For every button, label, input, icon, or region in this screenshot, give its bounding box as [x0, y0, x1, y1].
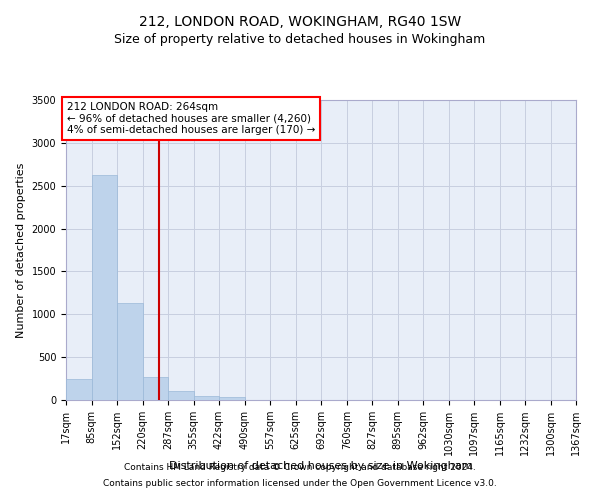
- Y-axis label: Number of detached properties: Number of detached properties: [16, 162, 26, 338]
- Bar: [219, 398, 245, 400]
- X-axis label: Distribution of detached houses by size in Wokingham: Distribution of detached houses by size …: [169, 461, 473, 471]
- Bar: [143, 377, 169, 400]
- Text: 212 LONDON ROAD: 264sqm
← 96% of detached houses are smaller (4,260)
4% of semi-: 212 LONDON ROAD: 264sqm ← 96% of detache…: [67, 102, 315, 135]
- Bar: [194, 396, 220, 400]
- Text: Contains HM Land Registry data © Crown copyright and database right 2024.: Contains HM Land Registry data © Crown c…: [124, 464, 476, 472]
- Bar: [92, 174, 118, 400]
- Bar: [117, 303, 143, 400]
- Bar: [168, 392, 194, 400]
- Bar: [66, 378, 92, 400]
- Text: Contains public sector information licensed under the Open Government Licence v3: Contains public sector information licen…: [103, 478, 497, 488]
- Text: Size of property relative to detached houses in Wokingham: Size of property relative to detached ho…: [115, 32, 485, 46]
- Text: 212, LONDON ROAD, WOKINGHAM, RG40 1SW: 212, LONDON ROAD, WOKINGHAM, RG40 1SW: [139, 15, 461, 29]
